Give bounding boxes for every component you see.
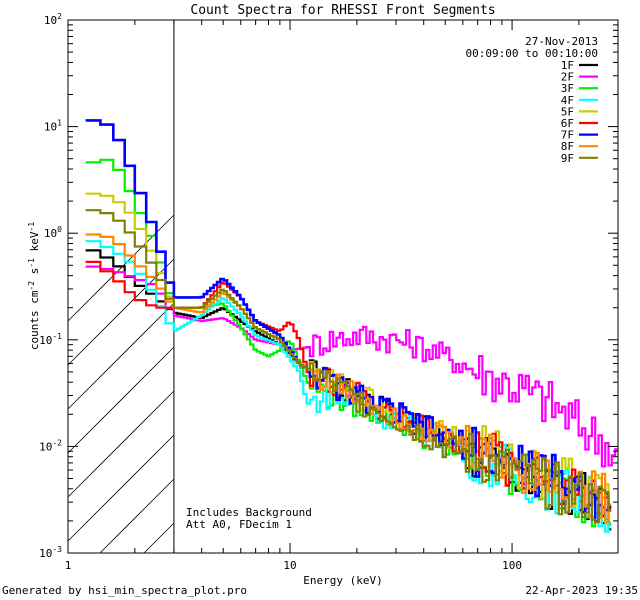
legend-label: 8F <box>561 140 574 153</box>
plot-frame <box>67 19 619 554</box>
hatch-line <box>67 302 175 410</box>
legend-label: 5F <box>561 105 574 118</box>
legend-label: 6F <box>561 117 574 130</box>
chart-title: Count Spectra for RHESSI Front Segments <box>190 3 495 18</box>
y-tick-label: 10-2 <box>39 438 62 453</box>
y-axis: 10-3 10-2 10-1 100 101 102 <box>39 12 618 560</box>
hatch-line <box>67 434 175 542</box>
y-tick-label: 10-1 <box>39 332 62 347</box>
annotation-attenuator: Att A0, FDecim 1 <box>186 518 292 531</box>
legend-label: 9F <box>561 152 574 165</box>
x-tick-label: 10 <box>283 559 296 572</box>
legend-label: 7F <box>561 129 574 142</box>
legend-label: 3F <box>561 82 574 95</box>
series-2F <box>85 265 618 468</box>
time-range-label: 00:09:00 to 00:10:00 <box>466 47 598 60</box>
x-axis: 1 10 100 <box>65 20 619 572</box>
x-tick-label: 1 <box>65 559 72 572</box>
legend-label: 4F <box>561 94 574 107</box>
hatch-line <box>67 346 175 454</box>
series-9F <box>85 209 612 524</box>
series-8F <box>85 233 612 524</box>
hatch-line <box>67 390 175 498</box>
y-tick-label: 10-3 <box>39 545 62 560</box>
series-layer <box>85 119 618 533</box>
legend-label: 2F <box>561 71 574 84</box>
legend-label: 1F <box>561 59 574 72</box>
annotation-background: Includes Background <box>186 506 312 519</box>
generated-by: Generated by hsi_min_spectra_plot.pro <box>2 584 247 597</box>
hatch-line <box>67 258 175 366</box>
hatch-region <box>67 20 175 554</box>
timestamp: 22-Apr-2023 19:35 <box>525 584 638 597</box>
y-tick-label: 102 <box>44 12 62 27</box>
y-axis-label: counts cm-2 s-1 keV-1 <box>27 222 41 350</box>
date-label: 27-Nov-2013 <box>525 35 598 48</box>
x-tick-label: 100 <box>502 559 522 572</box>
y-tick-label: 101 <box>44 119 62 134</box>
hatch-line <box>143 522 175 554</box>
y-tick-label: 100 <box>44 225 62 240</box>
hatch-line <box>67 214 175 322</box>
hatch-line <box>99 478 175 554</box>
x-axis-label: Energy (keV) <box>303 574 382 587</box>
